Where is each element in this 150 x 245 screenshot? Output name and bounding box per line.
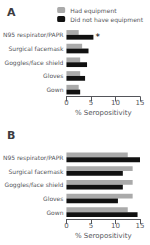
svg-text:B: B [7,129,15,142]
svg-text:5: 5 [89,222,93,230]
svg-text:Gloves: Gloves [43,195,63,202]
svg-text:A: A [7,6,16,19]
svg-text:N95 respirator/PAPR: N95 respirator/PAPR [3,154,63,162]
svg-text:Gloves: Gloves [43,72,63,79]
svg-text:5: 5 [89,99,93,107]
svg-text:N95 respirator/PAPR: N95 respirator/PAPR [3,31,63,39]
svg-text:Gown: Gown [46,209,63,216]
svg-text:% Seropositivity: % Seropositivity [75,232,132,240]
svg-text:% Seropositivity: % Seropositivity [75,109,132,117]
svg-text:Had equipment: Had equipment [70,7,117,15]
svg-text:0: 0 [64,99,68,107]
svg-text:Goggles/face shield: Goggles/face shield [5,59,64,67]
svg-text:Gown: Gown [46,86,63,93]
svg-text:Surgical facemask: Surgical facemask [9,168,64,176]
svg-text:15: 15 [136,222,145,230]
svg-text:10: 10 [111,222,120,230]
svg-text:*: * [95,32,100,42]
svg-text:Goggles/face shield: Goggles/face shield [5,181,64,189]
svg-text:10: 10 [111,99,120,107]
svg-text:Surgical facemask: Surgical facemask [9,45,64,53]
svg-text:0: 0 [64,222,68,230]
svg-text:Did not have equipment: Did not have equipment [70,16,143,24]
svg-text:15: 15 [136,99,145,107]
